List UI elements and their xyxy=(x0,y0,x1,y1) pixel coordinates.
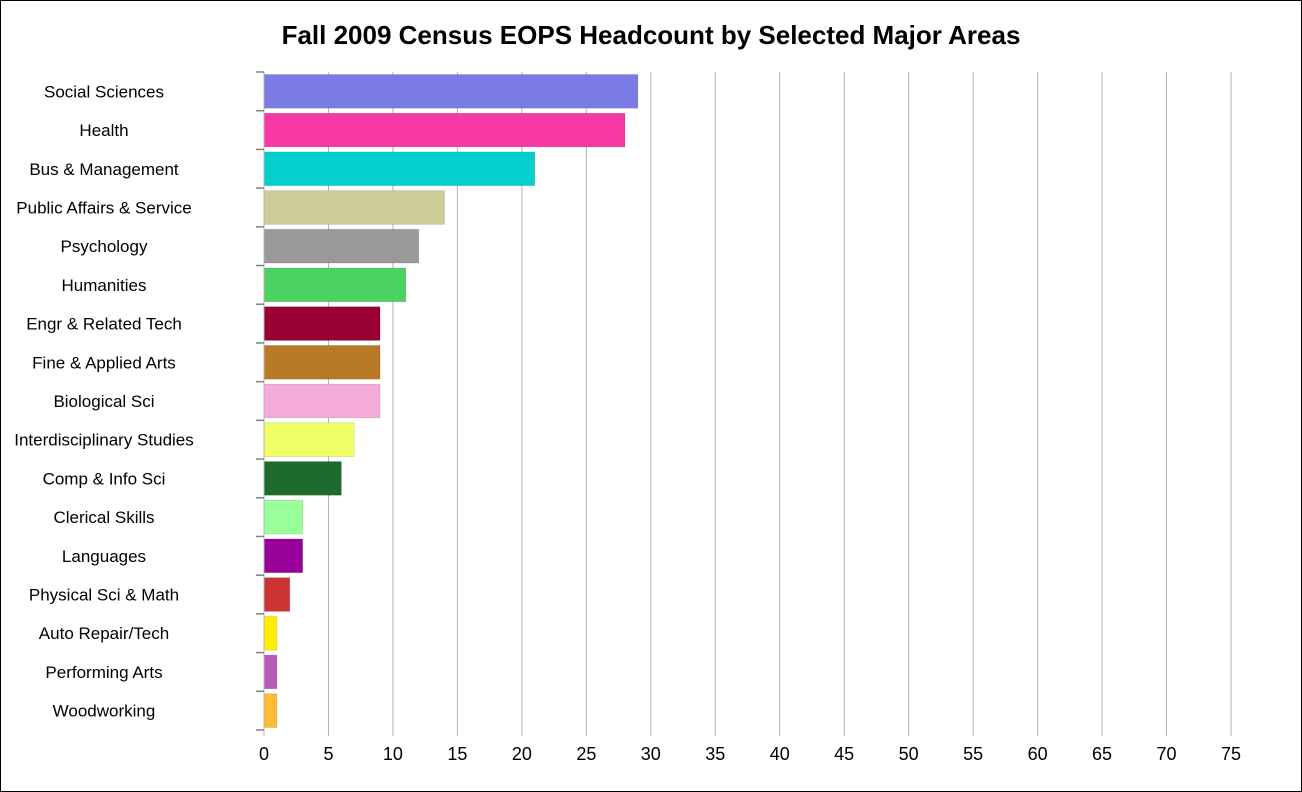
x-tick-label: 15 xyxy=(447,744,467,764)
category-label: Physical Sci & Math xyxy=(29,586,179,605)
category-label: Performing Arts xyxy=(45,663,162,682)
chart-title: Fall 2009 Census EOPS Headcount by Selec… xyxy=(281,20,1021,50)
bar xyxy=(263,229,420,264)
bar xyxy=(263,112,626,148)
bar xyxy=(263,577,291,612)
bar xyxy=(263,538,303,573)
bar xyxy=(263,306,381,341)
x-tick-label: 50 xyxy=(899,744,919,764)
bar xyxy=(263,499,303,535)
x-tick-label: 45 xyxy=(834,744,854,764)
y-axis: Social Sciences Health Bus & Management Pub… xyxy=(14,71,265,731)
bar xyxy=(263,654,278,690)
x-tick-label: 20 xyxy=(512,744,532,764)
x-tick-label: 65 xyxy=(1092,744,1112,764)
category-label: Biological Sci xyxy=(53,392,154,411)
bar xyxy=(263,345,381,380)
bar xyxy=(263,616,278,651)
category-label: Auto Repair/Tech xyxy=(39,624,169,643)
bar xyxy=(263,383,381,419)
bars xyxy=(263,74,639,728)
category-label: Clerical Skills xyxy=(53,508,154,527)
category-label: Engr & Related Tech xyxy=(26,315,182,334)
x-tick-label: 10 xyxy=(383,744,403,764)
bar xyxy=(263,461,342,496)
x-tick-label: 5 xyxy=(323,744,333,764)
category-label: Social Sciences xyxy=(44,82,164,101)
bar xyxy=(263,693,278,728)
bar xyxy=(263,190,445,225)
bar xyxy=(263,422,355,457)
bar xyxy=(263,151,536,186)
category-label: Psychology xyxy=(61,237,148,256)
category-label: Languages xyxy=(62,547,146,566)
x-tick-label: 55 xyxy=(963,744,983,764)
x-tick-label: 75 xyxy=(1221,744,1241,764)
category-label: Humanities xyxy=(61,276,146,295)
category-label: Health xyxy=(79,121,128,140)
bar xyxy=(263,74,639,109)
x-axis: 0 5 10 15 20 25 30 35 40 45 50 55 60 65 70 75 xyxy=(259,730,1241,764)
x-tick-label: 0 xyxy=(259,744,269,764)
category-label: Fine & Applied Arts xyxy=(32,353,176,372)
x-tick-label: 30 xyxy=(641,744,661,764)
category-label: Woodworking xyxy=(53,702,156,721)
x-tick-label: 40 xyxy=(770,744,790,764)
category-label: Interdisciplinary Studies xyxy=(14,431,194,450)
bar xyxy=(263,267,407,303)
category-label: Bus & Management xyxy=(29,160,179,179)
category-label: Comp & Info Sci xyxy=(43,469,166,488)
x-tick-label: 35 xyxy=(705,744,725,764)
x-tick-label: 70 xyxy=(1157,744,1177,764)
x-tick-label: 60 xyxy=(1028,744,1048,764)
x-tick-label: 25 xyxy=(576,744,596,764)
category-label: Public Affairs & Service xyxy=(16,198,191,217)
